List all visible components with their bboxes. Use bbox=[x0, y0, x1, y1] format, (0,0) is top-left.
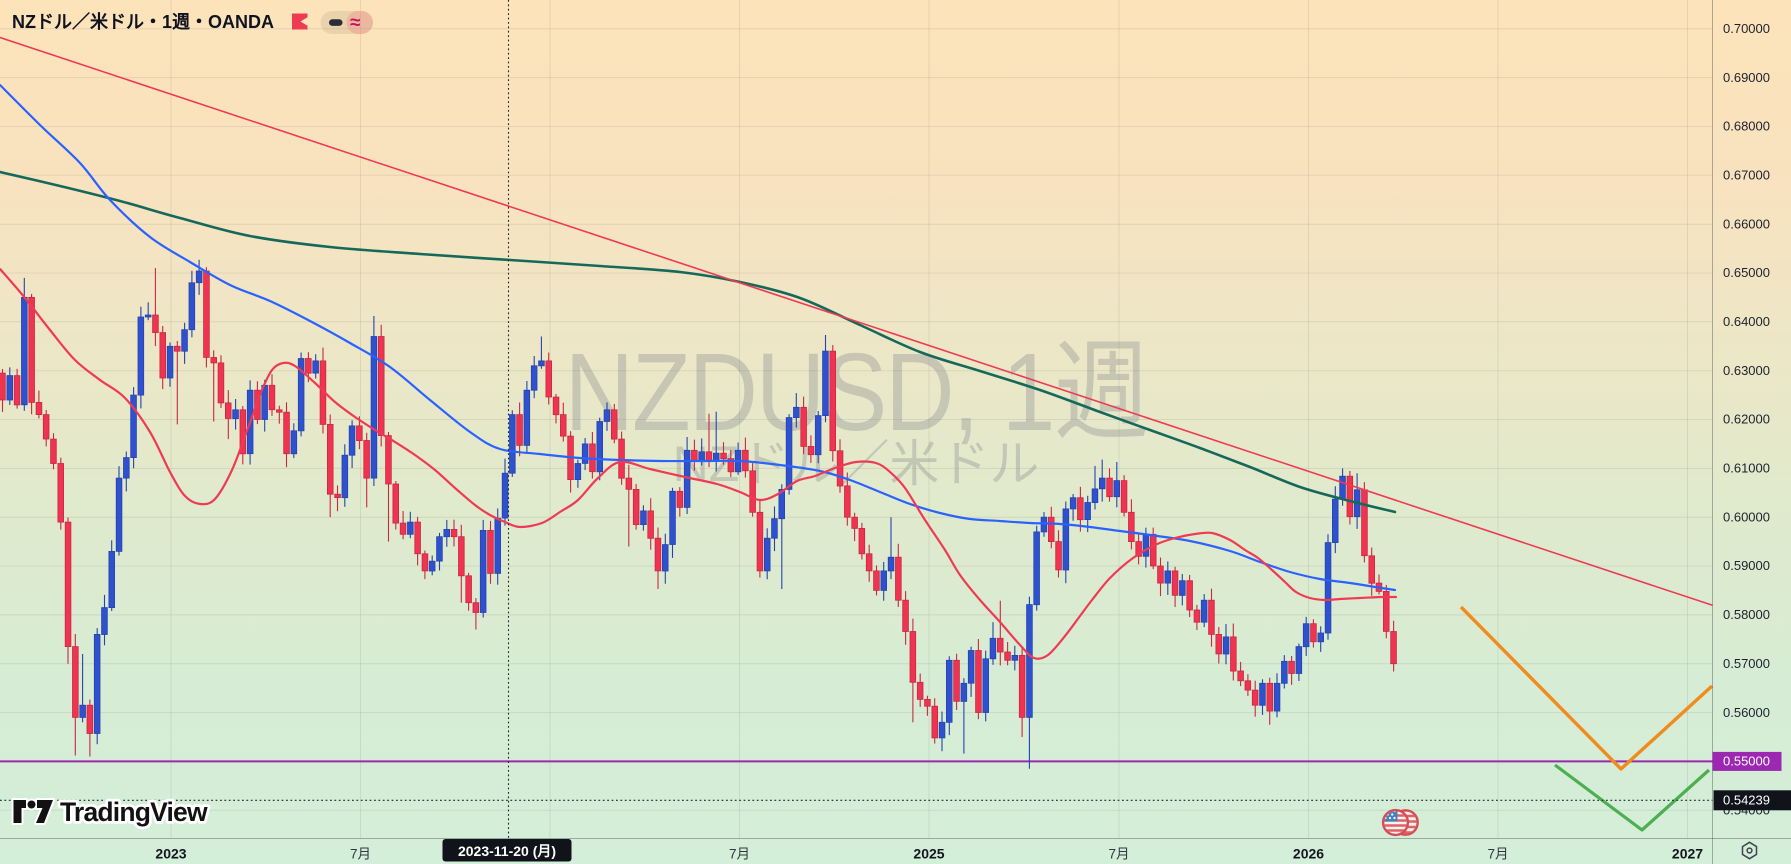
svg-text:0.57000: 0.57000 bbox=[1723, 656, 1770, 671]
svg-text:NZドル／米ドル・1週・OANDA: NZドル／米ドル・1週・OANDA bbox=[12, 11, 274, 32]
svg-text:0.62000: 0.62000 bbox=[1723, 412, 1770, 427]
svg-text:0.70000: 0.70000 bbox=[1723, 21, 1770, 36]
svg-text:2023-11-20 (月): 2023-11-20 (月) bbox=[458, 843, 556, 859]
svg-text:0.63000: 0.63000 bbox=[1723, 363, 1770, 378]
svg-text:2026: 2026 bbox=[1293, 846, 1324, 862]
svg-text:0.59000: 0.59000 bbox=[1723, 558, 1770, 573]
svg-text:7月: 7月 bbox=[1108, 847, 1129, 862]
svg-text:0.60000: 0.60000 bbox=[1723, 509, 1770, 524]
svg-text:0.54239: 0.54239 bbox=[1723, 793, 1770, 808]
svg-text:2027: 2027 bbox=[1672, 846, 1703, 862]
svg-text:2025: 2025 bbox=[913, 846, 944, 862]
svg-text:NZDUSD, 1週: NZDUSD, 1週 bbox=[565, 330, 1148, 454]
svg-text:TradingView: TradingView bbox=[60, 797, 208, 827]
svg-text:0.61000: 0.61000 bbox=[1723, 461, 1770, 476]
svg-text:0.56000: 0.56000 bbox=[1723, 705, 1770, 720]
svg-text:≈: ≈ bbox=[350, 13, 361, 34]
svg-text:0.64000: 0.64000 bbox=[1723, 314, 1770, 329]
svg-text:0.58000: 0.58000 bbox=[1723, 607, 1770, 622]
svg-text:0.55000: 0.55000 bbox=[1723, 754, 1770, 769]
svg-text:0.65000: 0.65000 bbox=[1723, 265, 1770, 280]
svg-text:TradingView: TradingView bbox=[60, 797, 208, 827]
svg-text:0.67000: 0.67000 bbox=[1723, 168, 1770, 183]
svg-text:0.66000: 0.66000 bbox=[1723, 216, 1770, 231]
svg-text:7月: 7月 bbox=[729, 847, 750, 862]
svg-text:2023: 2023 bbox=[155, 846, 186, 862]
svg-text:0.69000: 0.69000 bbox=[1723, 70, 1770, 85]
svg-text:0.68000: 0.68000 bbox=[1723, 119, 1770, 134]
svg-text:7月: 7月 bbox=[350, 847, 371, 862]
svg-text:7月: 7月 bbox=[1487, 847, 1508, 862]
